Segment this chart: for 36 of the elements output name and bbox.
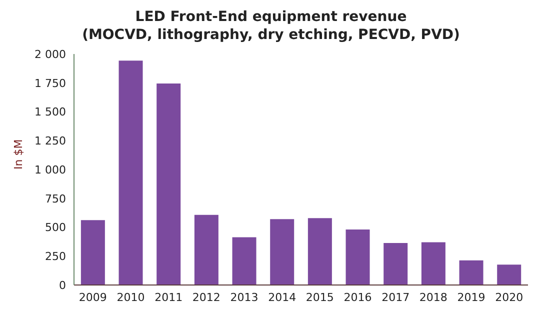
bar: [193, 214, 220, 285]
x-tick-label: 2012: [192, 290, 220, 304]
x-tick-label: 2011: [154, 290, 183, 304]
bar: [496, 264, 522, 285]
bar: [344, 228, 371, 285]
y-tick-label: 1 750: [34, 76, 66, 90]
x-tick-label: 2013: [230, 290, 258, 304]
x-tick-label: 2016: [344, 290, 372, 304]
x-tick-label: 2018: [419, 290, 448, 304]
y-axis-title: In $M: [12, 139, 25, 170]
chart-subtitle: (MOCVD, lithography, dry etching, PECVD, PVD): [81, 26, 461, 44]
y-tick-label: 1 500: [34, 106, 66, 119]
bar: [306, 217, 333, 285]
bar: [269, 218, 296, 285]
x-tick-label: 2014: [268, 290, 296, 304]
x-tick-label: 2009: [78, 290, 107, 304]
chart-title: LED Front-End equipment revenue: [134, 8, 408, 26]
bar: [420, 241, 446, 285]
y-tick-label: 250: [45, 250, 66, 264]
y-tick-label: 2 000: [34, 48, 66, 61]
x-tick-label: 2017: [382, 290, 410, 304]
y-tick-label: 1 000: [34, 163, 66, 176]
bar: [156, 82, 182, 285]
x-tick-label: 2020: [495, 290, 524, 304]
y-tick-label: 1 250: [34, 134, 66, 148]
x-tick-label: 2019: [457, 290, 486, 304]
bar: [231, 236, 258, 285]
y-tick-label: 0: [59, 278, 66, 292]
y-tick-label: 750: [45, 192, 66, 206]
bar: [80, 219, 106, 285]
bar: [458, 259, 484, 285]
bar: [382, 242, 409, 285]
x-tick-label: 2010: [116, 290, 145, 304]
x-tick-label: 2015: [306, 290, 334, 304]
y-tick-label: 500: [45, 221, 66, 234]
bar: [118, 60, 144, 285]
